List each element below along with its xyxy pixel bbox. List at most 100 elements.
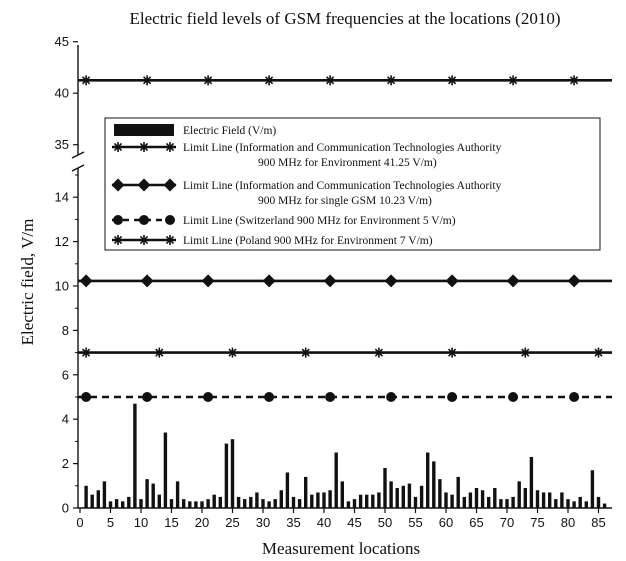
bar: [505, 499, 509, 508]
bar: [395, 488, 399, 508]
bar: [255, 492, 259, 508]
legend-marker: [139, 235, 149, 245]
limit-line-marker: [386, 392, 397, 402]
bar: [169, 499, 174, 508]
legend-marker: [113, 142, 123, 152]
y-tick-label: 35: [55, 137, 69, 152]
bar: [267, 501, 271, 508]
bar: [84, 485, 88, 508]
x-tick-label: 60: [439, 515, 453, 530]
bar: [352, 499, 357, 508]
bar: [566, 499, 570, 508]
bar: [371, 494, 375, 508]
bar: [273, 499, 277, 508]
bar: [297, 499, 302, 508]
bar: [230, 439, 235, 508]
bar: [157, 494, 161, 508]
legend-marker: [113, 215, 123, 225]
bar: [548, 492, 552, 508]
bar: [474, 488, 479, 508]
bar: [108, 501, 113, 508]
legend-marker: [165, 215, 175, 225]
bar: [426, 452, 430, 508]
bar: [578, 496, 582, 508]
bar: [529, 456, 534, 508]
limit-line-marker: [325, 75, 336, 86]
x-tick-label: 0: [76, 515, 83, 530]
bar: [365, 494, 369, 508]
bar: [480, 490, 485, 508]
bar: [383, 468, 387, 508]
x-tick-label: 5: [107, 515, 114, 530]
limit-line-marker: [384, 274, 398, 288]
y-tick-label: 45: [55, 34, 69, 49]
x-tick-label: 50: [378, 515, 392, 530]
bar: [535, 490, 540, 508]
bar: [145, 479, 149, 508]
y-tick-label: 14: [55, 190, 69, 205]
limit-line-marker: [447, 347, 458, 358]
y-tick-label: 12: [55, 234, 69, 249]
legend-marker: [113, 235, 123, 245]
bar: [602, 503, 607, 508]
bar: [200, 501, 204, 508]
limit-line-marker: [264, 75, 275, 86]
limit-line-marker: [593, 347, 604, 358]
limit-line-marker: [386, 75, 397, 86]
legend-marker: [139, 215, 149, 225]
bar: [584, 501, 588, 508]
legend-box: [104, 117, 601, 251]
bar: [188, 501, 192, 508]
bar: [487, 496, 491, 508]
x-tick-label: 15: [164, 515, 178, 530]
bar: [291, 496, 296, 508]
x-tick-label: 45: [347, 515, 361, 530]
limit-line-marker: [520, 347, 531, 358]
legend-label: Limit Line (Information and Communicatio…: [183, 180, 502, 192]
bar: [444, 492, 448, 508]
limit-line-marker: [373, 347, 384, 358]
x-axis-label: Measurement locations: [262, 539, 420, 558]
bar: [182, 499, 186, 508]
limit-line-marker: [569, 75, 580, 86]
bar: [432, 461, 436, 508]
bar: [212, 494, 216, 508]
bar: [377, 492, 381, 508]
x-tick-label: 40: [317, 515, 331, 530]
y-tick-label: 8: [62, 323, 69, 338]
bar: [249, 496, 253, 508]
bar: [304, 476, 308, 508]
bar: [328, 490, 332, 508]
bar: [554, 499, 558, 508]
bar: [499, 499, 503, 508]
limit-line-marker: [508, 75, 519, 86]
limit-line-marker: [508, 392, 519, 402]
bar: [560, 492, 564, 508]
bar: [340, 481, 344, 508]
limit-line-marker: [203, 75, 214, 86]
x-tick-label: 30: [256, 515, 270, 530]
bar: [389, 481, 393, 508]
bar: [456, 476, 460, 508]
legend-label: Limit Line (Switzerland 900 MHz for Envi…: [183, 215, 456, 227]
bar: [334, 452, 338, 508]
bar: [523, 488, 527, 508]
axis-break-mark: [71, 164, 85, 172]
bar: [175, 481, 180, 508]
limit-line-marker: [323, 274, 337, 288]
limit-line-marker: [569, 392, 580, 402]
legend-marker: [165, 142, 175, 152]
legend-marker: [137, 178, 151, 192]
plot-area: 0 2 4 6 8 10 12 14 35 40 45 0 5 10 15 20 25 30 35 40 45 50 55 6…: [55, 34, 612, 530]
legend-label: 900 MHz for Environment 41.25 V/m): [258, 157, 437, 169]
bar: [236, 496, 241, 508]
bar: [139, 499, 143, 508]
bar: [358, 494, 363, 508]
limit-line-marker: [262, 274, 276, 288]
bar: [243, 499, 247, 508]
bar: [224, 443, 229, 508]
bar: [590, 470, 595, 508]
y-tick-label: 2: [62, 456, 69, 471]
limit-line-marker: [142, 392, 153, 402]
